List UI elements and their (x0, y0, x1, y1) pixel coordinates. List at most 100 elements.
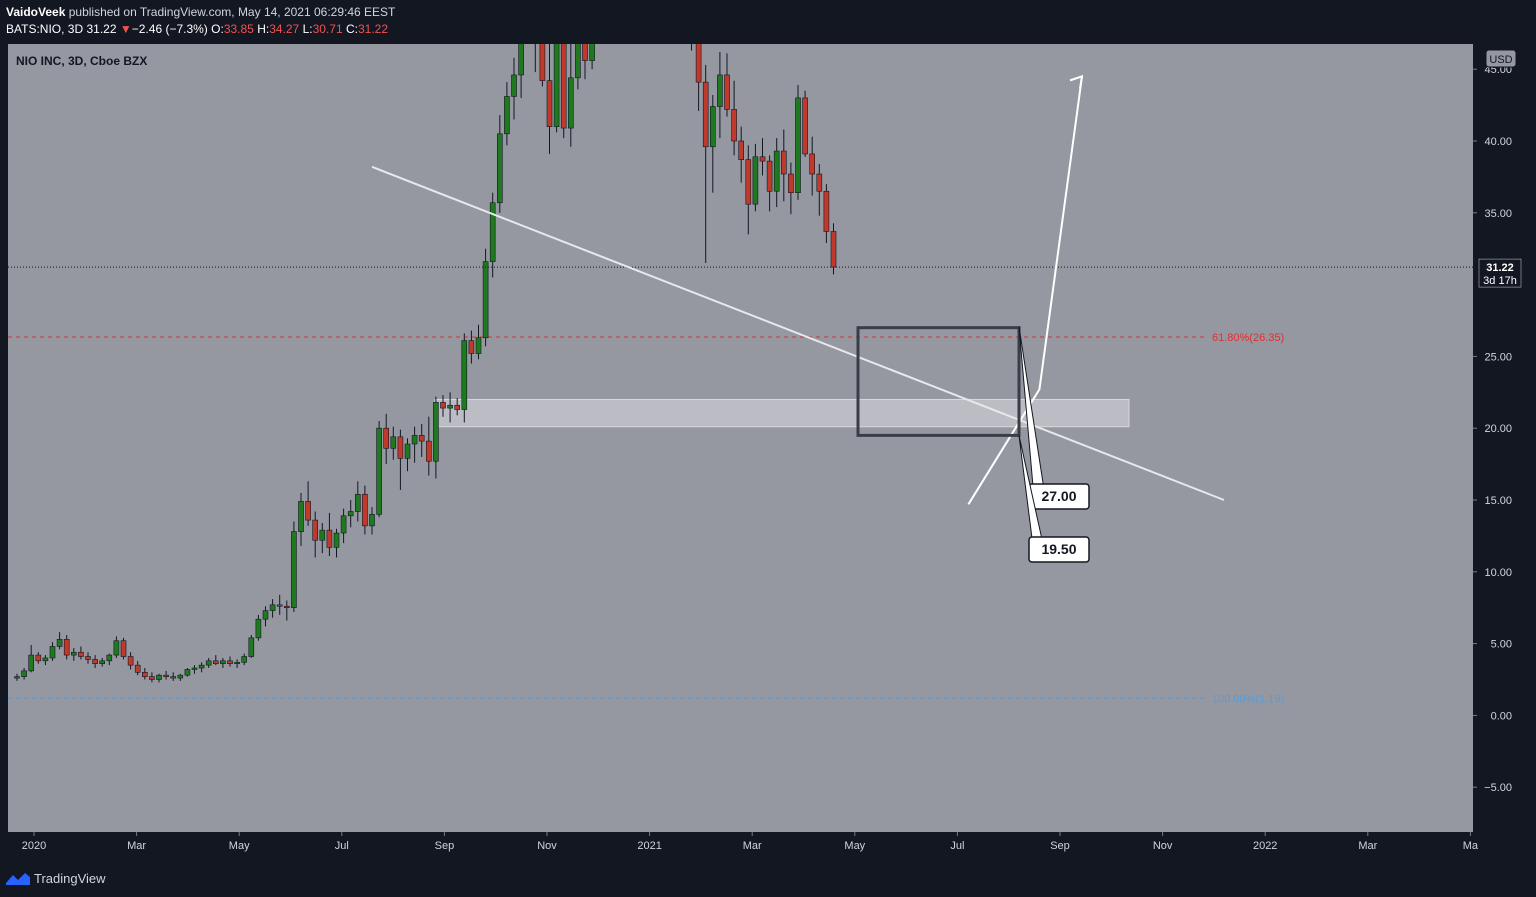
candle (433, 402, 439, 462)
time-axis[interactable]: 2020 Mar May Jul Sep Nov 2021 Mar May Jul Sep Nov 20… (8, 832, 1528, 860)
author-name[interactable]: VaidoVeek (6, 5, 66, 19)
candle (468, 340, 475, 354)
price-tick-label: 35.00 (1484, 208, 1512, 220)
time-tick-label: Mar (127, 840, 146, 852)
candle (752, 156, 759, 205)
drawings[interactable]: 27.00 19.50 (8, 74, 1473, 563)
candle (21, 670, 27, 677)
candle (717, 74, 723, 107)
candle (326, 529, 333, 548)
candle (560, 44, 567, 129)
candle (496, 133, 503, 204)
price-change: −2.46 (−7.3%) (131, 22, 208, 36)
candle (795, 97, 801, 193)
open-label: O: (211, 22, 224, 36)
price-tick-label: 5.00 (1491, 639, 1512, 651)
candle (298, 501, 304, 532)
candle (14, 676, 20, 679)
callout-box[interactable] (1028, 536, 1090, 563)
target-box[interactable] (856, 326, 1021, 437)
candle (248, 637, 255, 657)
candles (14, 44, 837, 683)
candle (482, 261, 489, 339)
candle (63, 638, 70, 656)
projection-path[interactable] (967, 76, 1083, 505)
candle (766, 160, 773, 192)
candle (418, 435, 425, 442)
chart-title: NIO INC, 3D, Cboe BZX (16, 54, 147, 68)
arrow-head-icon (1069, 74, 1084, 89)
symbol-label: BATS:NIO, 3D (6, 22, 84, 36)
price-tick-label: 10.00 (1484, 567, 1512, 579)
close-label: C: (345, 22, 358, 36)
candle (49, 646, 56, 659)
candle (35, 654, 42, 662)
price-chart[interactable]: 90.0085.0080.0075.0070.0065.0060.0055.00… (8, 44, 1528, 860)
chart-pane[interactable] (8, 44, 1473, 832)
candle (702, 81, 709, 148)
time-tick-label: Ma (1463, 840, 1479, 852)
candle (56, 638, 63, 647)
support-band[interactable] (434, 398, 1130, 428)
brand-name[interactable]: TradingView (34, 871, 106, 886)
candle (809, 153, 816, 175)
candle (575, 44, 581, 79)
candle (567, 77, 574, 129)
candle (220, 660, 226, 665)
chart-area[interactable]: 90.0085.0080.0075.0070.0065.0060.0055.00… (8, 44, 1528, 860)
tradingview-logo-icon[interactable] (6, 871, 30, 885)
candle (340, 515, 347, 534)
currency-label: USD (1489, 54, 1512, 66)
candle (511, 74, 517, 97)
candle (170, 676, 176, 679)
high-label: H: (257, 22, 270, 36)
time-tick-label: Sep (1050, 840, 1070, 852)
time-tick-label: Mar (1358, 840, 1377, 852)
countdown-value: 3d 17h (1483, 275, 1517, 287)
candle (780, 150, 787, 175)
candle (184, 669, 191, 676)
candle (78, 651, 84, 657)
candle (724, 74, 730, 110)
candle (92, 659, 98, 665)
candle (383, 427, 390, 449)
candle (269, 604, 276, 611)
time-axis-bg (8, 832, 1528, 860)
price-tick-label: 0.00 (1491, 710, 1512, 722)
candle (788, 173, 794, 193)
close-value: 31.22 (357, 22, 388, 36)
candle (376, 427, 382, 515)
candle (42, 657, 49, 662)
candle (305, 501, 311, 521)
last-price: 31.22 (86, 22, 117, 36)
fib-retracement[interactable]: 0.00%(67.06)61.80%(26.35)100.00%(1.19) (8, 44, 1284, 705)
symbol-info: BATS:NIO, 3D 31.22 ▼−2.46 (−7.3%) O:33.8… (6, 22, 388, 36)
candle (454, 404, 461, 410)
candle (830, 231, 837, 268)
down-arrow-icon: ▼ (119, 22, 132, 36)
price-axis-bg (1473, 44, 1528, 860)
candle (461, 340, 468, 410)
high-value: 34.27 (269, 22, 300, 36)
candle (205, 660, 212, 666)
candle (213, 660, 219, 665)
time-tick-label: Jul (950, 840, 964, 852)
currency-button[interactable]: USD (1485, 49, 1517, 68)
candle (28, 654, 35, 672)
published-text: published on TradingView.com, May 14, 20… (68, 5, 396, 19)
candle (447, 404, 453, 409)
low-value: 30.71 (312, 22, 343, 36)
footer: TradingView (0, 860, 1536, 897)
candle (255, 618, 262, 639)
time-tick-label: 2021 (637, 840, 661, 852)
candle (120, 640, 127, 657)
zones[interactable] (434, 398, 1130, 428)
time-tick-label: Mar (743, 840, 762, 852)
trendline[interactable] (371, 165, 1225, 501)
price-axis[interactable]: 90.0085.0080.0075.0070.0065.0060.0055.00… (1473, 44, 1528, 860)
callout-label: 19.50 (1041, 541, 1076, 557)
candle (283, 605, 290, 608)
candle (113, 640, 120, 656)
candle (425, 440, 432, 462)
